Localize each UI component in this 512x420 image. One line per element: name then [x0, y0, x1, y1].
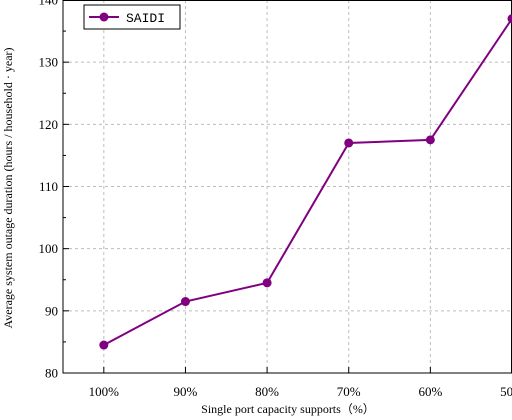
data-point: [99, 340, 109, 350]
y-tick-label: 120: [39, 117, 59, 132]
data-point: [344, 138, 354, 148]
data-point: [507, 14, 512, 24]
data-point: [425, 135, 435, 145]
y-tick-label: 110: [39, 179, 58, 194]
y-tick-label: 130: [39, 55, 59, 70]
data-point: [262, 278, 272, 288]
legend-label-saidi: SAIDI: [126, 11, 165, 26]
x-axis-title: Single port capacity supports（%）: [201, 402, 375, 416]
y-axis-title: Average system outage duration (hours / …: [1, 47, 15, 328]
x-axis: 100% 90% 80% 70% 60% 50%: [89, 367, 512, 399]
x-tick-label: 80%: [255, 384, 279, 399]
x-tick-label: 70%: [337, 384, 361, 399]
x-tick-label: 100%: [89, 384, 120, 399]
legend-dot-marker: [99, 12, 109, 22]
y-tick-label: 90: [45, 303, 58, 318]
grid: [63, 0, 512, 373]
x-tick-label: 60%: [418, 384, 442, 399]
y-tick-label: 140: [39, 0, 59, 8]
series-layer: [99, 14, 512, 350]
x-tick-label: 90%: [174, 384, 198, 399]
y-tick-label: 80: [45, 366, 58, 381]
x-tick-label: 50%: [500, 384, 512, 399]
legend: SAIDI: [83, 4, 181, 30]
y-axis: 80 90 100 110 120 130 140: [39, 0, 69, 381]
y-tick-label: 100: [39, 241, 59, 256]
series-line-saidi: [103, 18, 512, 346]
data-point: [180, 297, 190, 307]
